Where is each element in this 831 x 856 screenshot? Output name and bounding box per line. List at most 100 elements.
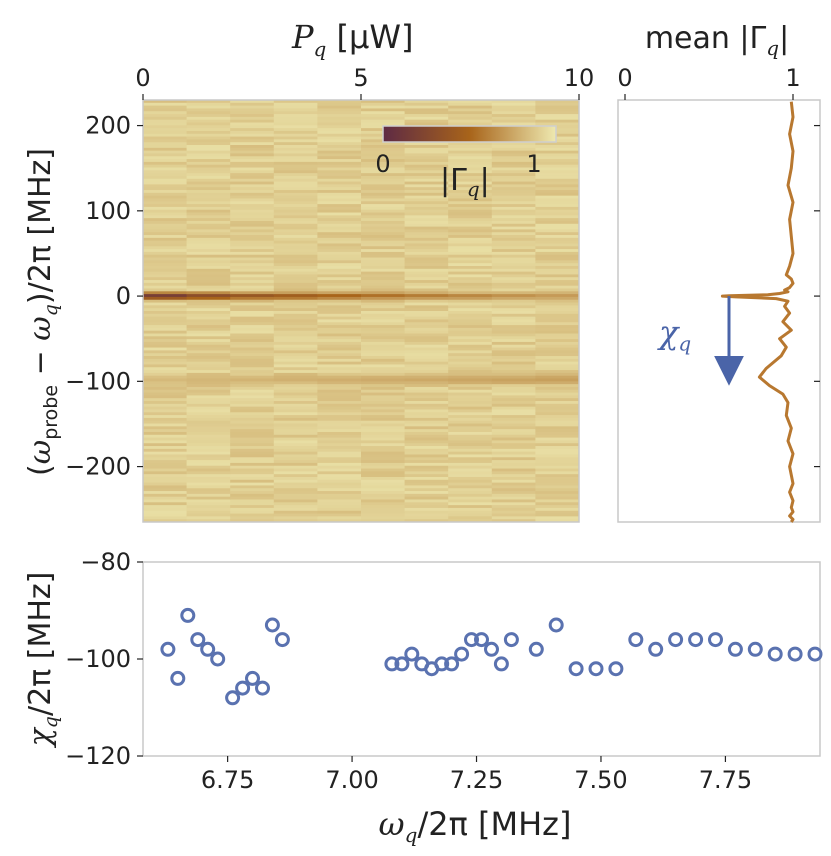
heatmap-cell: [273, 446, 318, 450]
heatmap-cell: [186, 319, 231, 323]
heatmap-cell: [404, 299, 449, 304]
heatmap-cell: [404, 105, 449, 110]
heatmap-cell: [186, 232, 231, 236]
heatmap-cell: [361, 212, 406, 216]
heatmap-cell: [273, 133, 318, 138]
heatmap-y-tick-label: −200: [65, 453, 131, 481]
heatmap-cell: [317, 381, 362, 385]
heatmap-cell: [448, 398, 493, 402]
heatmap-cell: [448, 330, 493, 335]
heatmap-cell: [186, 370, 231, 374]
heatmap-cell: [273, 471, 318, 475]
heatmap-cell: [491, 415, 536, 419]
heatmap-cell: [317, 406, 362, 411]
heatmap-cell: [143, 451, 188, 456]
heatmap-cell: [491, 105, 536, 110]
heatmap-cell: [361, 119, 406, 124]
heatmap-cell: [404, 420, 449, 425]
heatmap-cell: [317, 159, 362, 163]
heatmap-cell: [273, 111, 318, 115]
heatmap-cell: [273, 294, 318, 298]
heatmap-cell: [361, 254, 406, 259]
heatmap-cell: [361, 204, 406, 208]
heatmap-cell: [317, 476, 362, 481]
heatmap-cell: [448, 353, 493, 357]
heatmap-cell: [491, 206, 536, 211]
heatmap-cell: [230, 114, 275, 118]
heatmap-cell: [491, 195, 536, 200]
heatmap-cell: [317, 479, 362, 484]
heatmap-cell: [491, 294, 536, 298]
heatmap-cell: [186, 223, 231, 228]
heatmap-cell: [186, 133, 231, 138]
heatmap-cell: [448, 190, 493, 194]
heatmap-cell: [361, 282, 406, 287]
heatmap-cell: [230, 308, 275, 312]
heatmap-cell: [535, 460, 579, 464]
heatmap-cell: [535, 285, 579, 290]
heatmap-cell: [535, 367, 579, 371]
heatmap-cell: [535, 142, 579, 146]
heatmap-cell: [448, 150, 493, 155]
heatmap-cell: [273, 392, 318, 396]
heatmap-cell: [230, 482, 275, 487]
heatmap-cell: [230, 448, 275, 453]
heatmap-cell: [273, 178, 318, 183]
heatmap-cell: [404, 423, 449, 427]
heatmap-cell: [535, 395, 579, 399]
heatmap-cell: [491, 311, 536, 315]
heatmap-cell: [317, 181, 362, 185]
heatmap-cell: [448, 122, 493, 126]
colorbar-max-label: 1: [526, 150, 541, 178]
heatmap-cell: [317, 448, 362, 453]
heatmap-cell: [186, 102, 231, 107]
heatmap-cell: [273, 437, 318, 442]
heatmap-cell: [230, 181, 275, 185]
heatmap-cell: [143, 429, 188, 433]
heatmap-cell: [273, 476, 318, 481]
heatmap-cell: [230, 122, 275, 126]
heatmap-cell: [186, 446, 231, 450]
heatmap-cell: [535, 333, 579, 337]
heatmap-cell: [448, 384, 493, 388]
chi-data-point: [688, 632, 704, 648]
heatmap-cell: [317, 173, 362, 177]
heatmap-cell: [535, 274, 579, 278]
heatmap-cell: [230, 319, 275, 323]
heatmap-cell: [186, 344, 231, 349]
heatmap-cell: [143, 519, 188, 522]
heatmap-cell: [535, 277, 579, 281]
heatmap-cell: [491, 305, 536, 309]
chi-y-label-chi: χ: [23, 726, 58, 748]
heatmap-cell: [491, 218, 536, 222]
heatmap-cell: [186, 302, 231, 306]
heatmap-cell: [535, 114, 579, 118]
heatmap-cell: [491, 423, 536, 427]
heatmap-cell: [535, 392, 579, 396]
heatmap-cell: [230, 249, 275, 253]
heatmap-cell: [317, 251, 362, 256]
chi-data-point: [434, 656, 450, 672]
heatmap-cell: [273, 291, 318, 295]
heatmap-cell: [448, 305, 493, 309]
heatmap-cell: [448, 313, 493, 318]
heatmap-cell: [186, 184, 231, 188]
heatmap-cell: [273, 375, 318, 380]
heatmap-cell: [317, 175, 362, 180]
heatmap-cell: [535, 344, 579, 349]
heatmap-cell: [491, 364, 536, 368]
chi-x-label-sub: q: [405, 823, 418, 847]
heatmap-cell: [230, 254, 275, 259]
heatmap-cell: [491, 201, 536, 205]
heatmap-cell: [535, 358, 579, 363]
heatmap-cell: [491, 274, 536, 278]
heatmap-cell: [361, 263, 406, 267]
heatmap-cell: [404, 384, 449, 388]
heatmap-cell: [317, 361, 362, 366]
heatmap-y-tick-label: −100: [65, 367, 131, 395]
heatmap-cell: [230, 507, 275, 512]
heatmap-cell: [186, 476, 231, 481]
heatmap-cell: [143, 280, 188, 284]
chi-data-point: [628, 632, 644, 648]
heatmap-cell: [491, 116, 536, 121]
